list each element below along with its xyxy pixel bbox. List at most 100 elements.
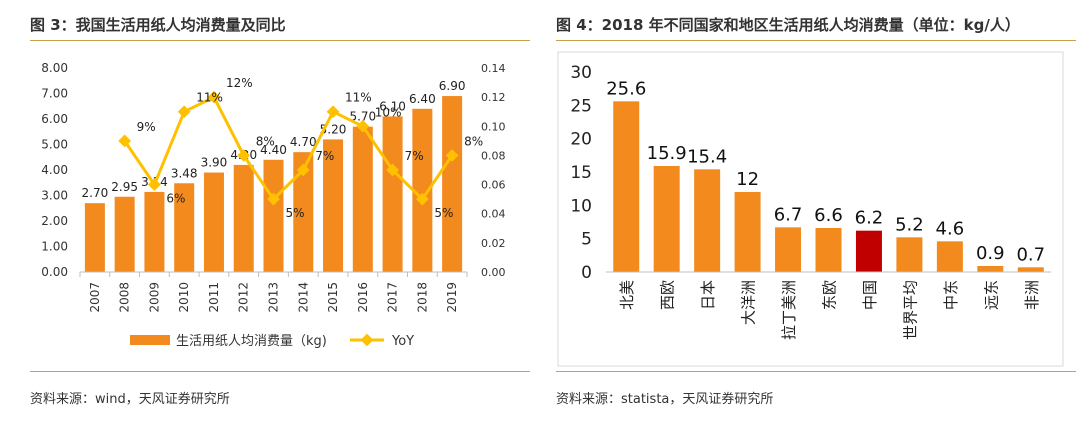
- left-bottom-rule: [30, 371, 530, 372]
- x-tick-label: 东欧: [821, 280, 839, 310]
- bar-value-label: 5.2: [895, 214, 924, 235]
- bar: [613, 101, 640, 272]
- bar: [734, 192, 761, 272]
- x-tick-label: 2013: [267, 282, 281, 313]
- x-tick-label: 2010: [177, 282, 191, 313]
- bar: [653, 166, 680, 272]
- right-figure-title: 图 4：2018 年不同国家和地区生活用纸人均消费量（单位：kg/人）: [556, 16, 1020, 34]
- yoy-value-label: 8%: [256, 134, 275, 148]
- bar: [1017, 267, 1044, 272]
- x-tick-label: 中东: [942, 280, 960, 310]
- yoy-value-label: 10%: [375, 105, 402, 119]
- bar: [263, 159, 284, 272]
- x-tick-label: 2019: [445, 282, 459, 313]
- x-tick-label: 非洲: [1023, 280, 1041, 310]
- yoy-value-label: 5%: [434, 206, 453, 220]
- bar: [114, 196, 135, 272]
- y-tick-label: 1.00: [41, 240, 68, 254]
- x-tick-label: 2018: [415, 282, 429, 313]
- y2-tick-label: 0.00: [481, 266, 506, 279]
- y-tick-label: 0.00: [41, 265, 68, 279]
- y-tick-label: 20: [570, 130, 592, 150]
- y2-tick-label: 0.02: [481, 237, 506, 250]
- region-consumption-chart: 0 5 10 15 20 25 30 25.6 15.9 15.4 12 6.7 6.6 6.2 5.2 4.…: [557, 51, 1064, 367]
- bar: [293, 152, 314, 272]
- yoy-marker: [296, 163, 310, 177]
- yoy-value-label: 7%: [315, 149, 334, 163]
- left-title-rule: [30, 40, 530, 41]
- bar-value-label: 6.2: [855, 208, 884, 229]
- y-tick-label: 15: [570, 163, 592, 183]
- y-tick-label: 8.00: [41, 61, 68, 75]
- x-tick-label: 2007: [88, 282, 102, 313]
- y-tick-label: 3.00: [41, 189, 68, 203]
- bar: [174, 183, 195, 272]
- consumption-yoy-chart: 0.00 1.00 2.00 3.00 4.00 5.00 6.00 7.00 8.00 0.00…: [41, 61, 506, 349]
- bar-value-label: 6.6: [814, 205, 843, 226]
- yoy-value-label: 12%: [226, 76, 253, 90]
- yoy-line: [123, 95, 454, 202]
- yoy-value-label: 7%: [405, 149, 424, 163]
- bar: [382, 116, 403, 272]
- bar: [896, 237, 923, 272]
- yoy-value-label: 9%: [137, 120, 156, 134]
- legend-line-marker: [360, 333, 374, 347]
- x-tick-label: 2016: [356, 282, 370, 313]
- yoy-marker: [445, 149, 459, 162]
- bar-value-label: 12: [736, 169, 759, 190]
- bar: [775, 227, 802, 272]
- bar: [203, 172, 224, 272]
- yoy-value-label: 11%: [345, 91, 372, 105]
- y-tick-label: 7.00: [41, 87, 68, 101]
- left-figure-source: 资料来源：wind，天风证券研究所: [30, 392, 230, 407]
- y-tick-label: 30: [570, 63, 592, 83]
- bar: [412, 108, 433, 272]
- bar: [323, 139, 344, 272]
- y2-tick-label: 0.10: [481, 120, 506, 133]
- bar-value-label: 2.95: [111, 180, 138, 194]
- bar-value-label: 3.48: [171, 166, 198, 180]
- bar: [84, 203, 105, 272]
- bar-value-label: 15.4: [687, 146, 727, 167]
- yoy-marker: [207, 90, 221, 104]
- bar-value-label: 6.40: [409, 92, 436, 106]
- yoy-marker: [267, 192, 280, 206]
- bar-value-label: 3.90: [201, 156, 228, 170]
- x-tick-label: 日本: [699, 280, 717, 310]
- y-tick-label: 4.00: [41, 163, 68, 177]
- bar: [855, 230, 882, 272]
- y2-tick-label: 0.04: [481, 208, 506, 221]
- bar: [233, 164, 254, 272]
- legend-bar-label: 生活用纸人均消费量（kg): [176, 334, 327, 349]
- bar-value-label: 4.40: [260, 143, 287, 157]
- right-bottom-rule: [556, 371, 1076, 372]
- bar: [694, 169, 721, 272]
- yoy-value-label: 11%: [196, 91, 223, 105]
- bar-value-label: 0.7: [1016, 244, 1045, 265]
- bar-value-label: 6.10: [379, 99, 406, 113]
- x-tick-label: 拉丁美洲: [780, 280, 798, 340]
- left-figure-title: 图 3：我国生活用纸人均消费量及同比: [30, 16, 286, 34]
- bar-value-label: 5.70: [349, 110, 376, 124]
- y-tick-label: 5: [581, 230, 592, 250]
- y-tick-label: 5.00: [41, 138, 68, 152]
- x-tick-label: 2017: [386, 282, 400, 313]
- yoy-value-label: 8%: [464, 134, 483, 148]
- bar-value-label: 4.6: [936, 218, 965, 239]
- right-title-rule: [556, 40, 1076, 41]
- x-tick-label: 世界平均: [901, 280, 919, 340]
- y-tick-label: 0: [581, 263, 592, 283]
- y2-tick-label: 0.06: [481, 179, 506, 192]
- yoy-marker: [148, 178, 161, 191]
- y2-tick-label: 0.14: [481, 62, 506, 75]
- x-tick-label: 2009: [147, 282, 161, 313]
- right-figure: 图 4：2018 年不同国家和地区生活用纸人均消费量（单位：kg/人） 0 5 10…: [546, 0, 1091, 432]
- yoy-value-label: 6%: [166, 192, 185, 206]
- chart-frame: [557, 51, 1064, 367]
- bar-value-label: 6.7: [774, 204, 803, 225]
- x-tick-label: 北美: [618, 280, 636, 310]
- yoy-marker: [237, 149, 251, 162]
- x-tick-label: 2011: [207, 282, 221, 313]
- bar-value-label: 15.9: [647, 143, 687, 164]
- x-tick-label: 远东: [982, 280, 1000, 310]
